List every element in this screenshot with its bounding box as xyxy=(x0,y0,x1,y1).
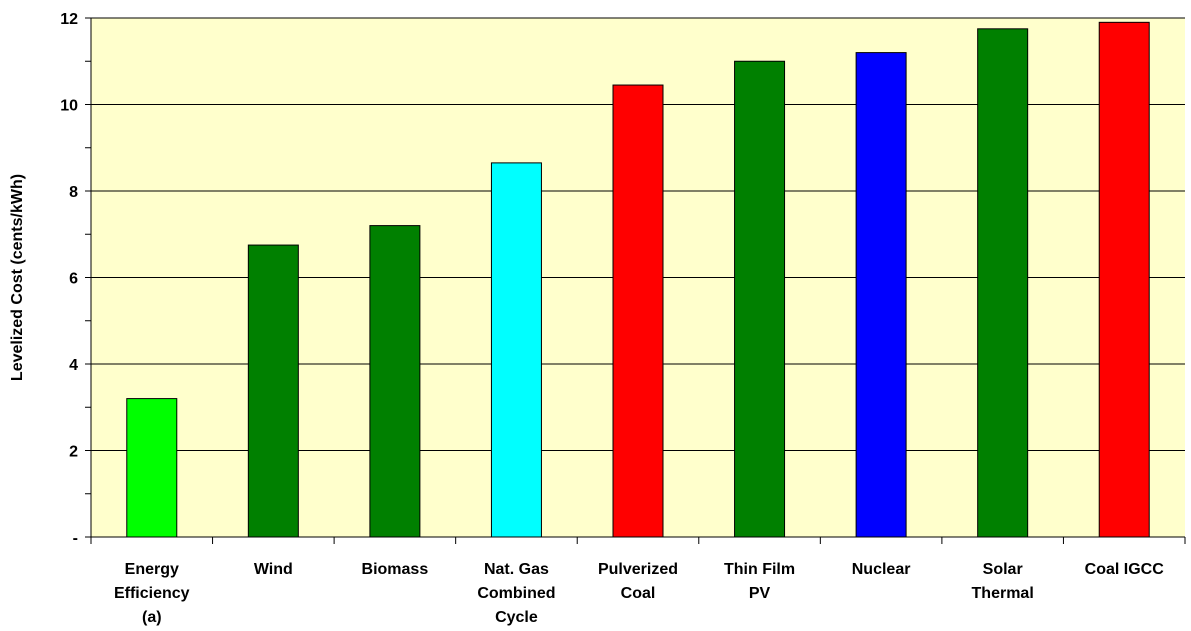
y-tick-label: 4 xyxy=(69,357,78,374)
bar xyxy=(490,162,542,538)
y-axis-ticks xyxy=(85,17,91,538)
x-category-label: Wind xyxy=(254,561,293,578)
x-category-label: Pulverized Coal xyxy=(598,561,678,602)
x-axis-ticks xyxy=(90,537,1186,544)
y-tick-label: 12 xyxy=(60,11,78,28)
x-axis-category-labels: Energy Efficiency (a) Wind Biomass Nat. Gas Co… xyxy=(114,561,1164,626)
x-category-label-line: Combined xyxy=(477,585,555,602)
x-category-label: Coal IGCC xyxy=(1085,561,1165,578)
x-category-label-line: PV xyxy=(749,585,771,602)
bar xyxy=(734,60,786,538)
x-category-label-line: Cycle xyxy=(495,609,538,626)
x-category-label-line: Pulverized xyxy=(598,561,678,578)
x-category-label-line: Nuclear xyxy=(852,561,911,578)
y-tick-label: 2 xyxy=(69,444,78,461)
bar xyxy=(1098,21,1150,538)
x-category-label-line: Efficiency xyxy=(114,585,190,602)
bar xyxy=(977,28,1029,538)
bars xyxy=(126,21,1150,538)
x-category-label-line: Coal IGCC xyxy=(1085,561,1165,578)
x-category-label: Nat. Gas Combined Cycle xyxy=(477,561,555,626)
bar xyxy=(247,244,299,538)
bar xyxy=(855,52,907,538)
x-category-label: Biomass xyxy=(362,561,429,578)
y-tick-label: 10 xyxy=(60,98,78,115)
x-category-label-line: Thermal xyxy=(972,585,1034,602)
x-category-label-line: Thin Film xyxy=(724,561,795,578)
x-category-label: Nuclear xyxy=(852,561,911,578)
x-category-label-line: Energy xyxy=(125,561,179,578)
bar xyxy=(369,225,421,538)
y-tick-label: - xyxy=(73,530,78,547)
x-category-label: Thin Film PV xyxy=(724,561,795,602)
bar xyxy=(126,398,178,538)
bar xyxy=(612,84,664,538)
x-category-label-line: Nat. Gas xyxy=(484,561,549,578)
y-axis-tick-labels: - 2 4 6 8 10 12 xyxy=(60,11,78,547)
x-category-label-line: Coal xyxy=(621,585,656,602)
x-category-label-line: Biomass xyxy=(362,561,429,578)
x-category-label-line: Wind xyxy=(254,561,293,578)
x-category-label-line: (a) xyxy=(142,609,162,626)
y-axis-title: Levelized Cost (cents/kWh) xyxy=(9,174,26,381)
y-tick-label: 8 xyxy=(69,184,78,201)
x-category-label-line: Solar xyxy=(983,561,1023,578)
x-category-label: Solar Thermal xyxy=(972,561,1034,602)
y-tick-label: 6 xyxy=(69,271,78,288)
x-category-label: Energy Efficiency (a) xyxy=(114,561,190,626)
